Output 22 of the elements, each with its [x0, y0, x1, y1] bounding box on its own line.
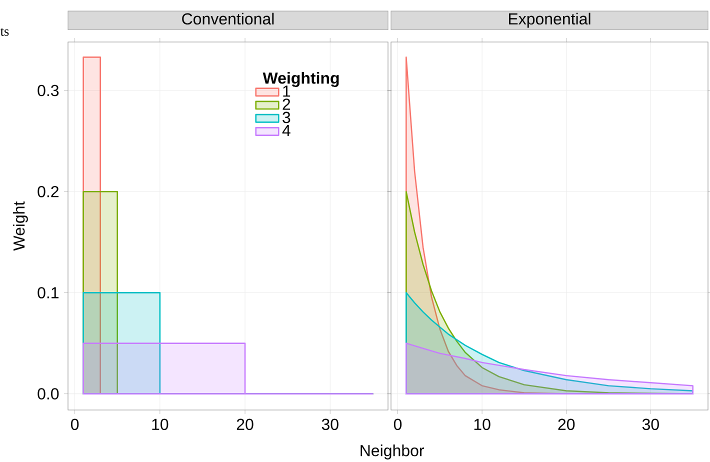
y-tick-label: 0.2 [38, 186, 58, 198]
chart-title: Exponential [509, 12, 590, 28]
y-axis-title: Weight [12, 201, 28, 251]
x-tick-label: 20 [236, 418, 254, 430]
chart-title: Conventional [182, 12, 274, 25]
x-tick-label: 30 [322, 418, 338, 430]
x-tick-label: 20 [558, 418, 575, 430]
x-axis-title: Neighbor [360, 444, 424, 460]
legend-title: Weighting [262, 72, 339, 88]
x-tick-label: 30 [642, 418, 659, 430]
y-tick-label: 0.1 [38, 287, 59, 298]
x-tick-label: 10 [474, 418, 490, 430]
y-tick-label: 0.3 [38, 84, 59, 96]
y-tick-label: 0.0 [38, 388, 59, 400]
text: ts [0, 28, 9, 36]
legend-label: 1 [283, 86, 290, 97]
x-tick-label: 0 [394, 418, 402, 430]
legend-label: 3 [282, 112, 290, 124]
x-tick-label: 0 [70, 418, 79, 430]
legend-label: 2 [282, 98, 290, 110]
legend-label: 4 [282, 124, 290, 136]
x-tick-label: 10 [152, 418, 168, 430]
